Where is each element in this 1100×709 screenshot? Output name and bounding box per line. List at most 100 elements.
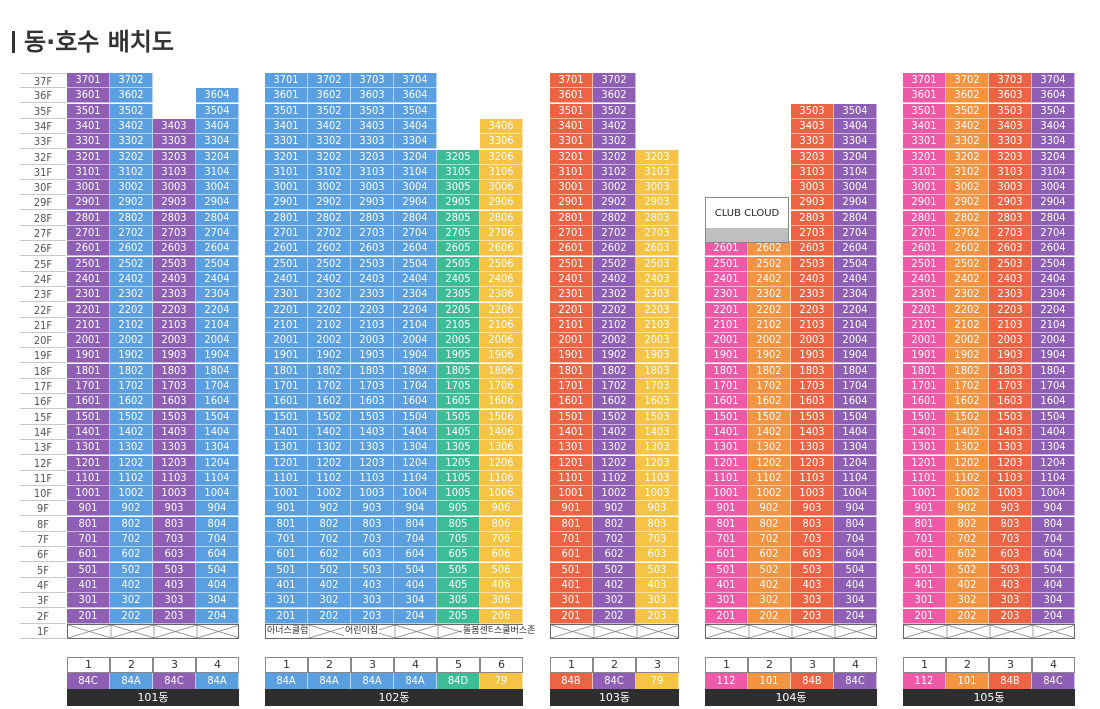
unit-cell[interactable]: 2302: [748, 287, 791, 303]
unit-cell[interactable]: 3101: [265, 164, 308, 180]
unit-cell[interactable]: 3003: [351, 180, 394, 196]
unit-cell[interactable]: 604: [196, 547, 239, 563]
unit-cell[interactable]: 2901: [903, 195, 946, 211]
unit-cell[interactable]: 3601: [265, 88, 308, 104]
unit-cell[interactable]: 3404: [394, 118, 437, 134]
unit-cell[interactable]: 2901: [550, 195, 593, 211]
unit-cell[interactable]: 701: [903, 532, 946, 547]
unit-cell[interactable]: 2201: [550, 302, 593, 318]
unit-cell[interactable]: 1501: [705, 409, 748, 425]
unit-cell[interactable]: 1902: [593, 348, 636, 364]
unit-cell[interactable]: 3603: [351, 88, 394, 104]
unit-cell[interactable]: 504: [394, 562, 437, 578]
unit-cell[interactable]: 901: [903, 501, 946, 517]
unit-cell[interactable]: 303: [153, 593, 196, 609]
unit-cell[interactable]: 1402: [308, 424, 351, 440]
unit-cell[interactable]: 201: [903, 608, 946, 624]
unit-cell[interactable]: 3503: [989, 103, 1032, 119]
unit-cell[interactable]: 3304: [394, 134, 437, 150]
unit-cell[interactable]: 1205: [437, 455, 480, 471]
unit-cell[interactable]: 1605: [437, 394, 480, 410]
unit-cell[interactable]: 1501: [903, 409, 946, 425]
unit-cell[interactable]: 602: [593, 547, 636, 563]
unit-cell[interactable]: 602: [110, 547, 153, 563]
unit-cell[interactable]: 1003: [153, 486, 196, 502]
unit-cell[interactable]: 401: [903, 577, 946, 593]
unit-cell[interactable]: 3202: [308, 149, 351, 165]
unit-cell[interactable]: 1704: [834, 379, 877, 394]
unit-cell[interactable]: 3502: [593, 103, 636, 119]
unit-cell[interactable]: 502: [593, 562, 636, 578]
unit-cell[interactable]: 3402: [110, 118, 153, 134]
unit-cell[interactable]: 2201: [903, 302, 946, 318]
unit-cell[interactable]: 601: [550, 547, 593, 563]
unit-cell[interactable]: 1702: [593, 379, 636, 394]
unit-cell[interactable]: 2004: [834, 333, 877, 349]
unit-cell[interactable]: 1603: [989, 394, 1032, 410]
unit-cell[interactable]: 1701: [705, 379, 748, 394]
unit-cell[interactable]: 305: [437, 593, 480, 609]
unit-cell[interactable]: 1304: [1032, 440, 1075, 456]
unit-cell[interactable]: 904: [1032, 501, 1075, 517]
unit-cell[interactable]: 3402: [593, 118, 636, 134]
unit-cell[interactable]: 601: [903, 547, 946, 563]
unit-cell[interactable]: 1102: [308, 470, 351, 486]
unit-cell[interactable]: 304: [394, 593, 437, 609]
unit-cell[interactable]: 902: [110, 501, 153, 517]
unit-cell[interactable]: 1801: [903, 363, 946, 379]
unit-cell[interactable]: 1301: [705, 440, 748, 456]
unit-cell[interactable]: 1504: [1032, 409, 1075, 425]
unit-cell[interactable]: 1203: [153, 455, 196, 471]
unit-cell[interactable]: 1201: [67, 455, 110, 471]
unit-cell[interactable]: 1705: [437, 379, 480, 394]
unit-cell[interactable]: 603: [989, 547, 1032, 563]
unit-cell[interactable]: 1203: [351, 455, 394, 471]
unit-cell[interactable]: 2804: [1032, 210, 1075, 226]
unit-cell[interactable]: 3302: [308, 134, 351, 150]
unit-cell[interactable]: 405: [437, 577, 480, 593]
unit-cell[interactable]: 2705: [437, 226, 480, 241]
unit-cell[interactable]: 1502: [110, 409, 153, 425]
unit-cell[interactable]: 2306: [480, 287, 523, 303]
unit-cell[interactable]: 3004: [1032, 180, 1075, 196]
unit-cell[interactable]: 3701: [265, 73, 308, 88]
unit-cell[interactable]: 2004: [394, 333, 437, 349]
unit-cell[interactable]: 2503: [351, 256, 394, 272]
unit-cell[interactable]: 3604: [1032, 88, 1075, 104]
unit-cell[interactable]: 3401: [265, 118, 308, 134]
unit-cell[interactable]: 2802: [110, 210, 153, 226]
unit-cell[interactable]: 3205: [437, 149, 480, 165]
unit-cell[interactable]: 3702: [308, 73, 351, 88]
unit-cell[interactable]: 3501: [550, 103, 593, 119]
unit-cell[interactable]: 902: [748, 501, 791, 517]
unit-cell[interactable]: 3303: [153, 134, 196, 150]
unit-cell[interactable]: 3301: [265, 134, 308, 150]
unit-cell[interactable]: 404: [196, 577, 239, 593]
unit-cell[interactable]: 2404: [1032, 271, 1075, 287]
unit-cell[interactable]: 901: [550, 501, 593, 517]
unit-cell[interactable]: 2904: [834, 195, 877, 211]
unit-cell[interactable]: 2304: [834, 287, 877, 303]
unit-cell[interactable]: 2602: [110, 241, 153, 257]
unit-cell[interactable]: 401: [67, 577, 110, 593]
unit-cell[interactable]: 1202: [946, 455, 989, 471]
unit-cell[interactable]: 704: [834, 532, 877, 547]
unit-cell[interactable]: 2201: [705, 302, 748, 318]
unit-cell[interactable]: 2001: [550, 333, 593, 349]
unit-cell[interactable]: 301: [705, 593, 748, 609]
unit-cell[interactable]: 1601: [265, 394, 308, 410]
unit-cell[interactable]: 804: [1032, 516, 1075, 532]
unit-cell[interactable]: 1704: [1032, 379, 1075, 394]
unit-cell[interactable]: 1704: [196, 379, 239, 394]
unit-cell[interactable]: 3303: [351, 134, 394, 150]
unit-cell[interactable]: 2302: [110, 287, 153, 303]
unit-cell[interactable]: 3701: [903, 73, 946, 88]
unit-cell[interactable]: 3501: [265, 103, 308, 119]
unit-cell[interactable]: 502: [748, 562, 791, 578]
unit-cell[interactable]: 2601: [903, 241, 946, 257]
unit-cell[interactable]: 3703: [351, 73, 394, 88]
unit-cell[interactable]: 3404: [834, 118, 877, 134]
unit-cell[interactable]: 2601: [67, 241, 110, 257]
unit-cell[interactable]: 2403: [153, 271, 196, 287]
unit-cell[interactable]: 603: [791, 547, 834, 563]
